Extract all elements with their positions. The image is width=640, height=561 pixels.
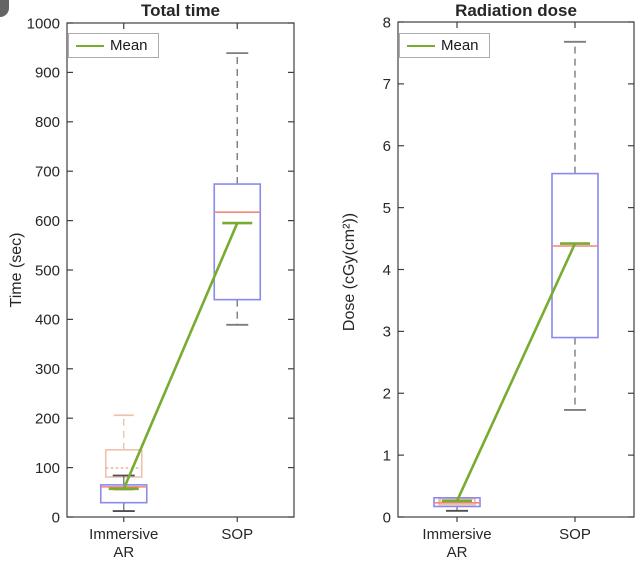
svg-text:SOP: SOP [559, 526, 591, 543]
svg-text:5: 5 [383, 200, 391, 217]
svg-text:AR: AR [447, 544, 468, 561]
svg-text:2: 2 [383, 386, 391, 403]
legend-label: Mean [110, 37, 148, 54]
svg-text:7: 7 [383, 76, 391, 93]
svg-text:Immersive: Immersive [89, 526, 158, 543]
svg-text:100: 100 [35, 460, 60, 477]
legend-mean-left: Mean [68, 33, 159, 58]
svg-text:6: 6 [383, 138, 391, 155]
chart-title-total-time: Total time [140, 1, 221, 20]
screenshot-corner-artifact [0, 0, 9, 17]
box-blue [551, 40, 599, 411]
tick-labels: 0 100 200 300 400 500 600 700 800 900 1000 Immersiv… [27, 15, 253, 561]
svg-text:500: 500 [35, 262, 60, 279]
mean-line-swatch [407, 44, 435, 47]
legend-mean-right: Mean [399, 33, 490, 58]
y-axis-label-dose: Dose (cGy(cm²)) [341, 212, 358, 332]
y-axis-label-time: Time (sec) [8, 232, 25, 308]
svg-text:4: 4 [383, 262, 391, 279]
svg-text:600: 600 [35, 213, 60, 230]
svg-text:8: 8 [383, 14, 391, 31]
chart-title-radiation-dose: Radiation dose [455, 1, 577, 20]
axes-group: 0 100 200 300 400 500 600 700 800 900 1000 Immersiv… [27, 15, 295, 561]
mean-line [108, 221, 253, 491]
svg-text:Immersive: Immersive [422, 526, 491, 543]
legend-label: Mean [441, 37, 479, 54]
svg-text:AR: AR [113, 544, 134, 561]
svg-text:1000: 1000 [27, 15, 60, 32]
mean-line-swatch [76, 44, 104, 47]
svg-text:800: 800 [35, 114, 60, 131]
svg-text:200: 200 [35, 410, 60, 427]
box-blue [99, 474, 148, 512]
mean-line [442, 242, 590, 503]
svg-text:400: 400 [35, 312, 60, 329]
svg-text:700: 700 [35, 163, 60, 180]
box-blue [433, 497, 481, 512]
svg-text:1: 1 [383, 447, 391, 464]
box-blue [213, 52, 262, 326]
svg-text:0: 0 [52, 509, 60, 526]
svg-text:300: 300 [35, 361, 60, 378]
svg-text:SOP: SOP [221, 526, 253, 543]
svg-text:900: 900 [35, 65, 60, 82]
svg-text:3: 3 [383, 324, 391, 341]
svg-text:0: 0 [383, 509, 391, 526]
